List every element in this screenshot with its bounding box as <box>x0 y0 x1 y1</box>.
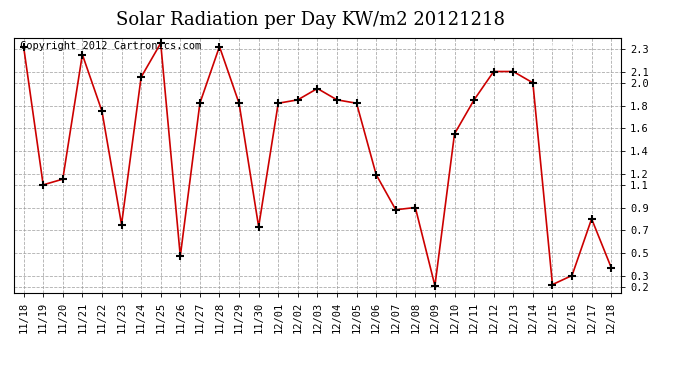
Text: Copyright 2012 Cartronics.com: Copyright 2012 Cartronics.com <box>20 41 201 51</box>
Text: Solar Radiation per Day KW/m2 20121218: Solar Radiation per Day KW/m2 20121218 <box>116 11 505 29</box>
